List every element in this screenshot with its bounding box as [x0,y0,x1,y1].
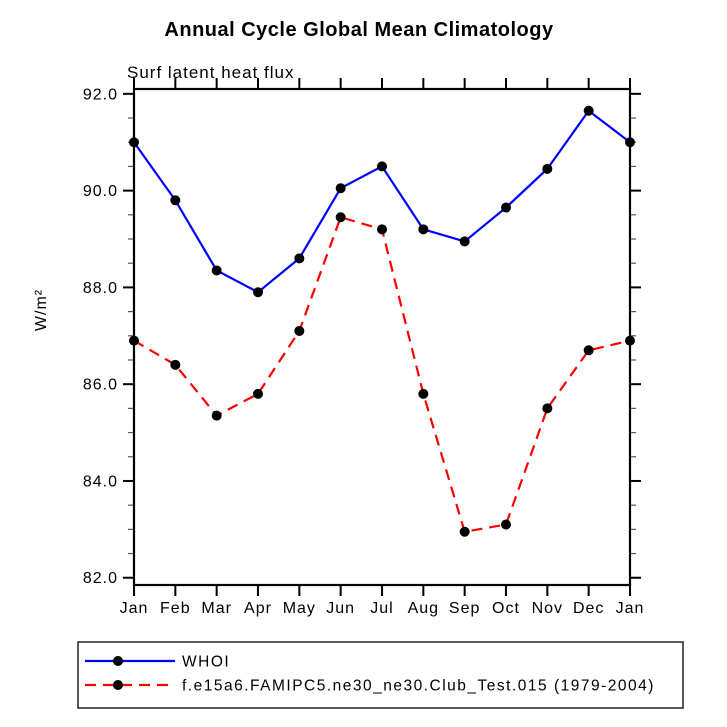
x-tick-label: Feb [160,600,191,617]
data-point-marker [418,388,429,399]
y-tick-label: 84.0 [83,473,118,490]
data-point-marker [377,161,387,172]
x-tick-label: Jun [326,600,355,617]
data-point-marker [625,137,635,148]
y-tick-label: 88.0 [83,280,118,297]
whoi-line [133,109,631,294]
x-tick-label: Jul [370,600,393,617]
chart-title: Annual Cycle Global Mean Climatology [164,19,554,41]
data-point-marker [211,410,222,421]
x-tick-label: Sep [449,600,480,617]
data-point-marker [542,403,553,414]
data-point-marker [625,335,635,346]
legend-box [77,641,684,709]
data-point-marker [335,183,346,194]
model-line [133,215,631,534]
y-axis-label: W/m² [33,289,50,331]
x-tick-label: Aug [408,600,439,617]
data-point-marker [583,105,594,116]
plot-area: 82.0 84.0 86.0 88.0 90.0 92.0 Jan Feb Mar Apr May J… [83,78,645,617]
y-tick-label: 82.0 [83,570,118,587]
data-point-marker [294,253,305,264]
legend: WHOI f.e15a6.FAMIPC5.ne30_ne30.Club_Test.… [77,641,684,709]
x-tick-label: May [283,600,316,617]
y-tick-label: 86.0 [83,377,118,394]
data-point-marker [459,236,470,247]
data-point-marker [418,224,429,235]
legend-label: f.e15a6.FAMIPC5.ne30_ne30.Club_Test.015 … [182,678,655,695]
data-point-marker [501,519,511,530]
data-point-marker [129,137,139,148]
x-tick-label: Nov [532,600,563,617]
data-point-marker [501,202,511,213]
data-point-marker [253,287,263,298]
data-point-marker [583,345,594,356]
y-tick-label: 92.0 [83,86,118,103]
x-tick-label: Jan [616,600,645,617]
data-point-marker [294,325,305,336]
data-point-marker [335,212,346,223]
data-point-marker [542,163,553,174]
data-point-marker [459,526,470,537]
chart-subtitle: Surf latent heat flux [127,63,294,82]
x-tick-label: Jan [120,600,149,617]
data-point-marker [170,359,181,370]
data-point-marker [211,265,222,276]
legend-rows: WHOI f.e15a6.FAMIPC5.ne30_ne30.Club_Test.… [85,654,655,695]
legend-marker [113,680,123,690]
data-point-marker [377,224,387,235]
x-tick-label: Oct [492,600,520,617]
x-tick-label: Apr [244,600,272,617]
x-tick-label: Dec [573,600,604,617]
legend-label: WHOI [182,654,230,671]
legend-marker [113,656,123,666]
y-tick-label: 90.0 [83,183,118,200]
data-point-marker [253,388,263,399]
data-point-marker [129,335,139,346]
x-tick-label: Mar [201,600,232,617]
data-point-marker [170,195,181,206]
